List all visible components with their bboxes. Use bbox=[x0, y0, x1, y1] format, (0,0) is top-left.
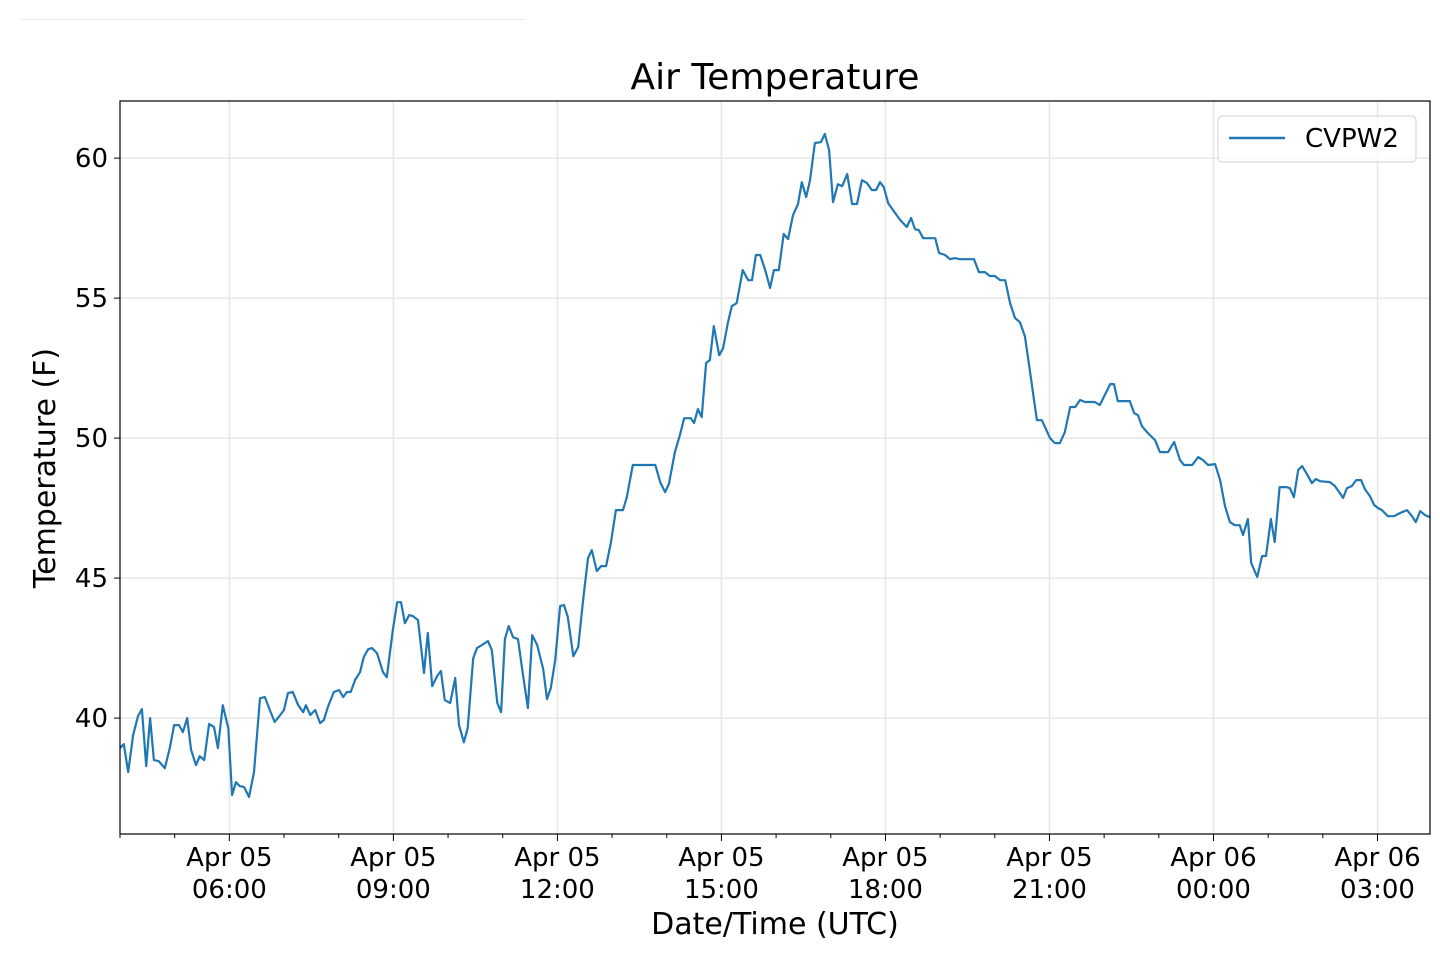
x-tick-label-time: 06:00 bbox=[192, 875, 267, 905]
x-tick-label-date: Apr 05 bbox=[350, 843, 436, 873]
x-tick-label-time: 09:00 bbox=[356, 875, 431, 905]
series-layer bbox=[119, 132, 1431, 799]
y-axis-ticks: 40 45 50 55 60 bbox=[75, 144, 120, 734]
series-line-cvpw2 bbox=[119, 132, 1431, 799]
x-tick-label-time: 21:00 bbox=[1012, 875, 1087, 905]
x-tick-label-date: Apr 05 bbox=[842, 843, 928, 873]
legend-box bbox=[1217, 115, 1417, 163]
x-tick-label-date: Apr 05 bbox=[1006, 843, 1092, 873]
x-tick-label-date: Apr 05 bbox=[186, 843, 272, 873]
x-tick-label-time: 15:00 bbox=[684, 875, 759, 905]
x-tick-label-date: Apr 05 bbox=[678, 843, 764, 873]
x-tick-label-date: Apr 05 bbox=[514, 843, 600, 873]
grid bbox=[120, 101, 1430, 834]
x-tick-label-time: 12:00 bbox=[520, 875, 595, 905]
y-tick-label: 55 bbox=[75, 284, 108, 314]
legend: CVPW2 bbox=[1217, 115, 1417, 163]
y-tick-label: 50 bbox=[75, 424, 108, 454]
top-divider bbox=[20, 19, 525, 20]
y-tick-label: 45 bbox=[75, 564, 108, 594]
chart-title: Air Temperature bbox=[631, 57, 920, 98]
x-tick-label-time: 03:00 bbox=[1340, 875, 1415, 905]
y-tick-label: 60 bbox=[75, 144, 108, 174]
x-tick-label-time: 00:00 bbox=[1176, 875, 1251, 905]
legend-label: CVPW2 bbox=[1305, 124, 1399, 154]
x-tick-label-time: 18:00 bbox=[848, 875, 923, 905]
y-tick-label: 40 bbox=[75, 704, 108, 734]
x-tick-label-date: Apr 06 bbox=[1170, 843, 1256, 873]
x-tick-label-date: Apr 06 bbox=[1334, 843, 1420, 873]
y-axis-label: Temperature (F) bbox=[28, 348, 63, 589]
x-axis-label: Date/Time (UTC) bbox=[651, 907, 899, 942]
plot-frame bbox=[119, 100, 1431, 835]
